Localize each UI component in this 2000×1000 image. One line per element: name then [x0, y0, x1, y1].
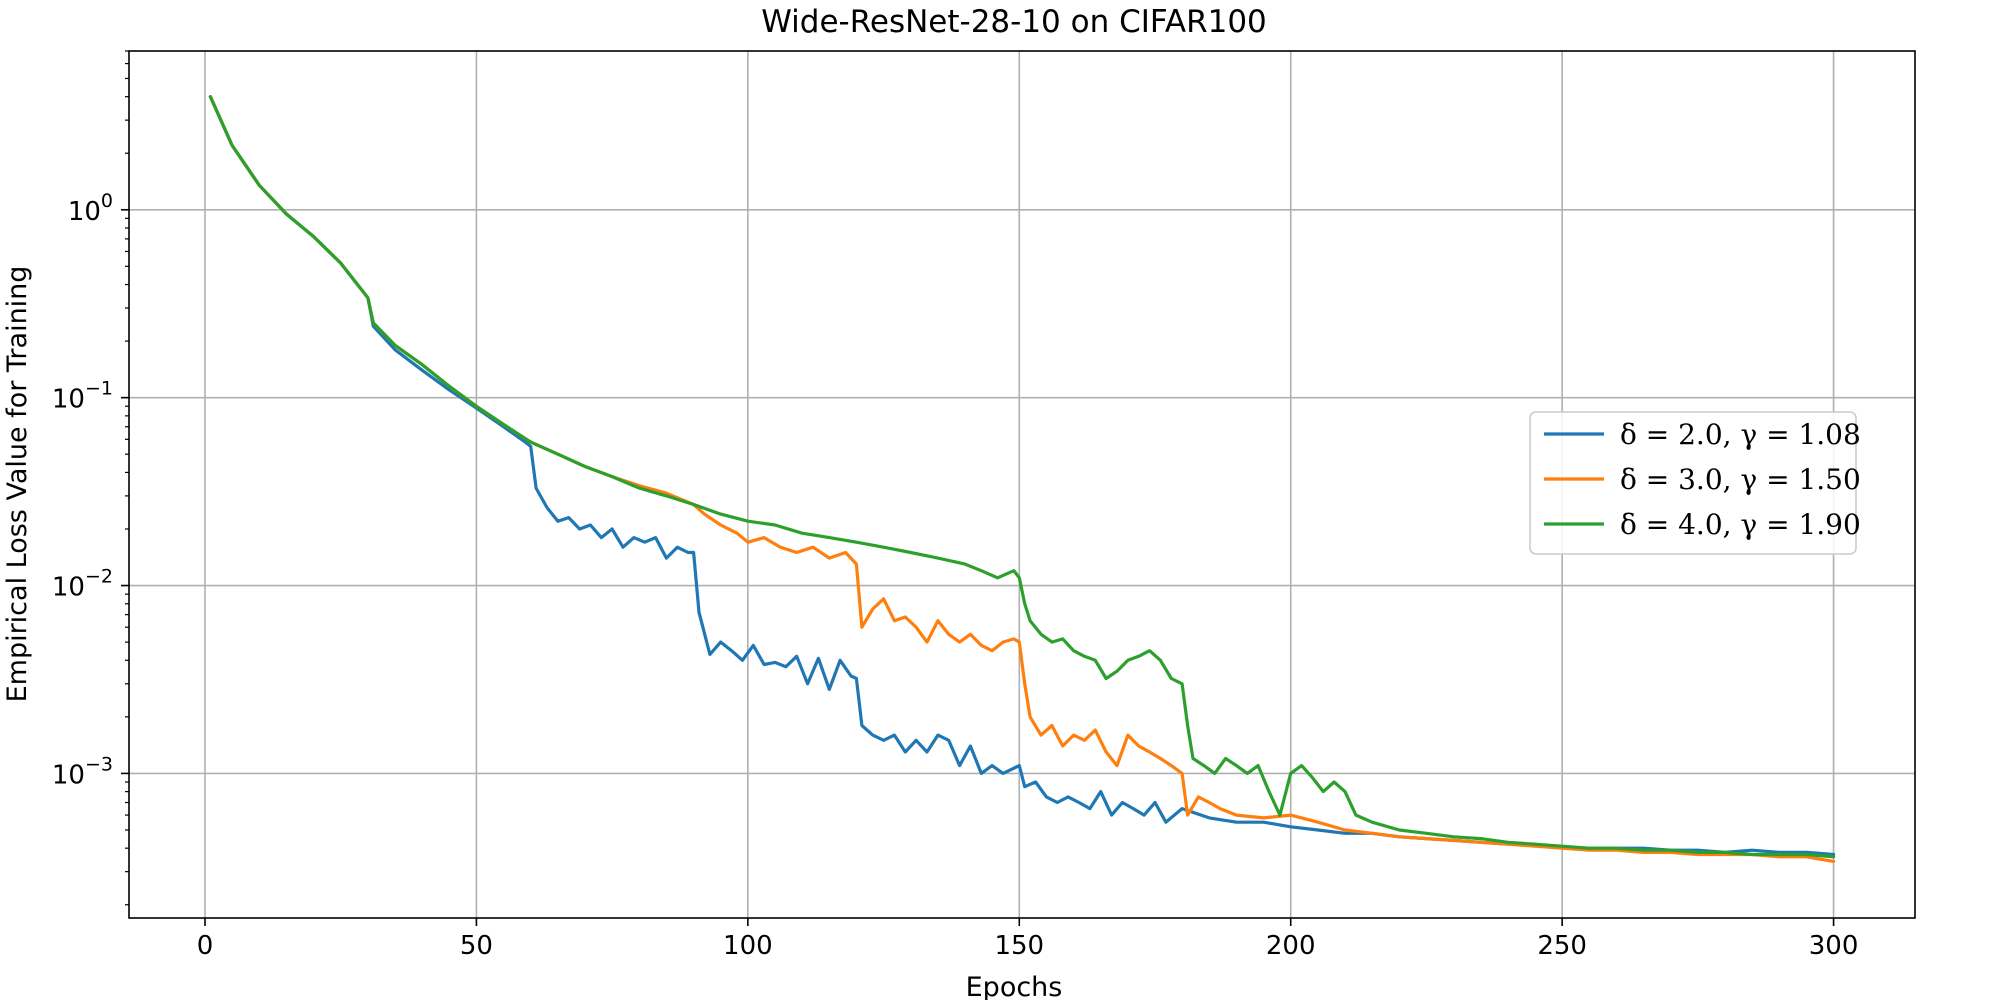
x-tick-label: 300 — [1809, 931, 1859, 961]
legend: δ = 2.0, γ = 1.08 δ = 3.0, γ = 1.50 δ = 4.… — [1529, 411, 1861, 555]
x-tick-label: 100 — [723, 931, 773, 961]
chart-title: Wide-ResNet-28-10 on CIFAR100 — [761, 4, 1267, 40]
x-tick-label: 250 — [1537, 931, 1587, 961]
legend-label-2: δ = 3.0, γ = 1.50 — [1620, 463, 1861, 496]
legend-label-1: δ = 2.0, γ = 1.08 — [1620, 418, 1861, 451]
legend-box — [1529, 411, 1857, 555]
y-tick-label: 10−2 — [52, 566, 113, 603]
legend-label-3: δ = 4.0, γ = 1.90 — [1620, 508, 1861, 541]
x-axis-label: Epochs — [966, 972, 1063, 1000]
y-tick-label: 10−3 — [52, 753, 113, 790]
grid-lines — [129, 51, 1915, 918]
y-axis-ticks: 10−3 10−2 10−1 100 — [52, 50, 129, 906]
x-axis-ticks: 0 50 100 150 200 250 300 — [197, 918, 1859, 961]
plot-area-frame — [128, 50, 1916, 919]
y-tick-label: 10−1 — [52, 378, 113, 415]
x-tick-label: 50 — [460, 931, 493, 961]
series-line-3 — [208, 95, 1836, 859]
series-lines — [208, 95, 1836, 863]
y-axis-label: Empirical Loss Value for Training — [2, 266, 33, 703]
x-tick-label: 0 — [197, 931, 214, 961]
x-tick-label: 200 — [1266, 931, 1316, 961]
x-tick-label: 150 — [994, 931, 1044, 961]
y-tick-label: 100 — [68, 190, 113, 227]
